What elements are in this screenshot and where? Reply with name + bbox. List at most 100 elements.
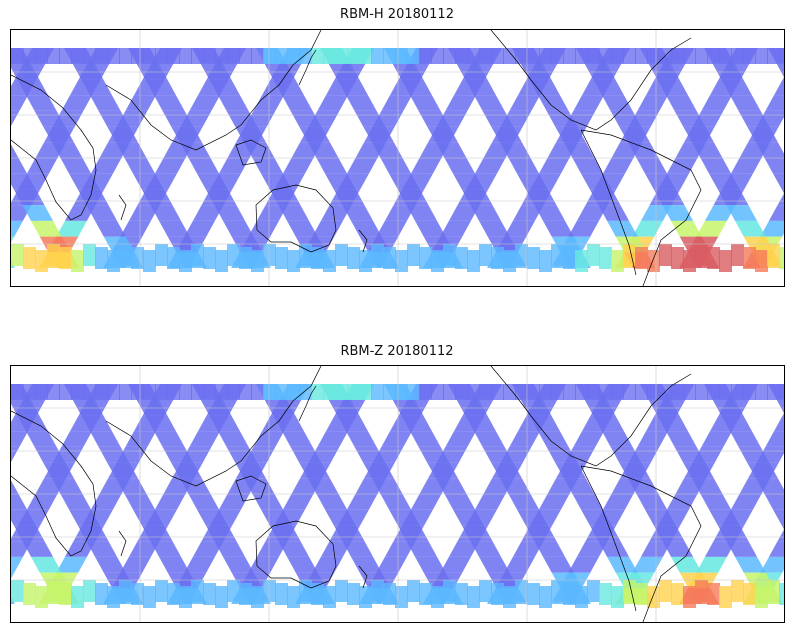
band-cell <box>47 244 60 266</box>
band-cell <box>263 580 276 602</box>
swath-segment <box>243 478 275 494</box>
graticule <box>11 366 784 622</box>
band-cell <box>35 586 48 608</box>
band-cell <box>191 244 204 266</box>
band-cell <box>611 250 624 272</box>
band-cell <box>167 583 180 605</box>
swath-segment <box>538 494 570 510</box>
band-cell <box>491 384 504 400</box>
swath-segment <box>509 431 541 447</box>
swath-segment <box>363 126 394 143</box>
swath-segment <box>337 79 368 96</box>
swath-segment <box>11 95 29 111</box>
band-cell <box>35 384 48 400</box>
swath-segment <box>427 126 458 143</box>
swath-segment <box>153 431 185 447</box>
swath-segment <box>328 399 360 416</box>
swath-segment <box>223 220 254 237</box>
band-cell <box>707 48 720 64</box>
band-cell <box>599 247 612 269</box>
swath-segment <box>448 541 480 557</box>
band-cell <box>59 48 72 64</box>
band-cell <box>83 48 96 64</box>
swath-segment <box>473 431 505 447</box>
band-cell <box>311 384 324 400</box>
band-cell <box>227 580 240 602</box>
swath-segment <box>563 478 595 494</box>
band-cell <box>527 247 540 269</box>
borneo-coast <box>235 139 267 166</box>
band-cell <box>395 384 408 400</box>
swath-segment <box>89 95 121 111</box>
swath-segment <box>491 462 522 479</box>
swath-segment <box>409 431 441 447</box>
swath-segment <box>572 494 604 510</box>
band-cell <box>515 580 528 602</box>
band-cell <box>95 583 108 605</box>
swath-segment <box>645 509 676 526</box>
band-cell <box>623 48 636 64</box>
band-cell <box>707 583 720 605</box>
band-cell <box>107 586 120 608</box>
swath-segment <box>61 95 93 111</box>
swath-segment <box>345 431 377 447</box>
new-zealand-coast <box>358 229 368 253</box>
swath-segment <box>619 462 650 479</box>
swath-segment <box>11 260 15 268</box>
band-cell <box>179 48 192 64</box>
swath-segment <box>529 79 560 96</box>
swath-segment <box>573 431 605 447</box>
band-cell <box>515 244 528 266</box>
band-cell <box>359 250 372 272</box>
band-cell <box>383 583 396 605</box>
swath-segment <box>312 220 343 237</box>
band-cell <box>431 586 444 608</box>
band-cell <box>779 384 784 400</box>
band-cell <box>203 384 216 400</box>
swath-segment <box>209 79 240 96</box>
band-cell <box>311 583 324 605</box>
swath-segment <box>448 205 480 221</box>
swath-segment <box>273 415 304 432</box>
south-america-coast <box>580 465 702 622</box>
band-cell <box>683 586 696 608</box>
swath-segment <box>200 63 232 80</box>
band-cell <box>359 586 372 608</box>
swath-segment <box>760 556 784 573</box>
band-cell <box>731 384 744 400</box>
swath-segment <box>721 79 752 96</box>
swath-segment <box>470 205 502 221</box>
swath-segment <box>534 541 566 557</box>
swath-segment <box>726 205 758 221</box>
coastlines <box>11 30 702 286</box>
swath-segment <box>773 509 784 526</box>
band-cell <box>167 247 180 269</box>
band-cell <box>251 250 264 272</box>
band-cell <box>635 583 648 605</box>
band-cell <box>11 244 24 266</box>
swath-segment <box>95 220 126 237</box>
swath-segment <box>320 205 352 221</box>
swath-segment <box>282 494 314 510</box>
swath-segment <box>248 556 279 573</box>
band-cell <box>419 384 432 400</box>
swath-segment <box>133 509 164 526</box>
band-cell <box>695 48 708 64</box>
swath-segment <box>543 220 574 237</box>
swath-segment <box>89 431 121 447</box>
swath-segment <box>188 158 220 174</box>
band-cell <box>599 48 612 64</box>
swath-segment <box>704 205 736 221</box>
swath-segment <box>555 126 586 143</box>
band-cell <box>239 48 252 64</box>
band-cell <box>719 384 732 400</box>
swath-segment <box>520 399 552 416</box>
swath-segment <box>598 205 630 221</box>
swath-segment <box>376 556 407 573</box>
swath-segment <box>95 556 126 573</box>
swath-segment <box>721 415 752 432</box>
band-cell <box>23 384 36 400</box>
band-cell <box>467 384 480 400</box>
swath-segment <box>632 220 663 237</box>
band-cell <box>563 384 576 400</box>
